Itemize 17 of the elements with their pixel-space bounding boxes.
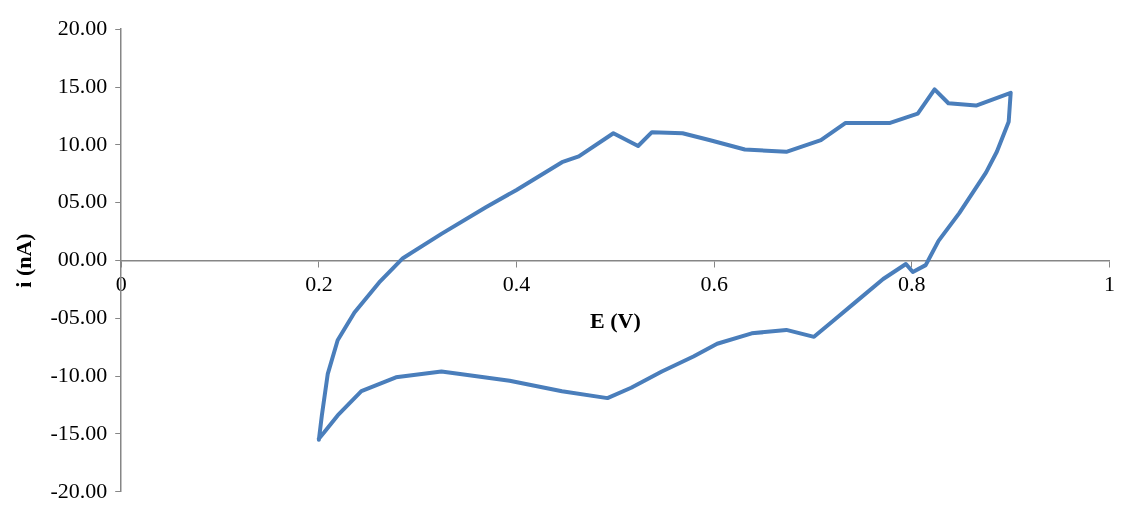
x-tick-label: 0.2: [305, 271, 333, 297]
y-tick-label: 05.00: [57, 188, 108, 214]
x-tick-label: 1: [1104, 271, 1115, 297]
y-tick-label: -10.00: [50, 361, 108, 387]
y-tick-label: -20.00: [50, 477, 108, 503]
y-tick-label: 10.00: [57, 130, 108, 156]
x-tick-label: 0.8: [898, 271, 926, 297]
y-axis-title: i (nA): [10, 233, 36, 288]
y-tick-label: 20.00: [57, 14, 108, 40]
x-tick-label: 0.4: [502, 271, 531, 297]
y-tick-label: 15.00: [57, 72, 108, 98]
x-axis-title: E (V): [590, 307, 641, 333]
y-tick-label: -15.00: [50, 419, 108, 445]
x-tick-label: 0.6: [700, 271, 728, 297]
x-tick-label: 0: [115, 271, 127, 297]
y-tick-label: -05.00: [50, 304, 108, 330]
y-tick-label: 00.00: [57, 246, 108, 272]
